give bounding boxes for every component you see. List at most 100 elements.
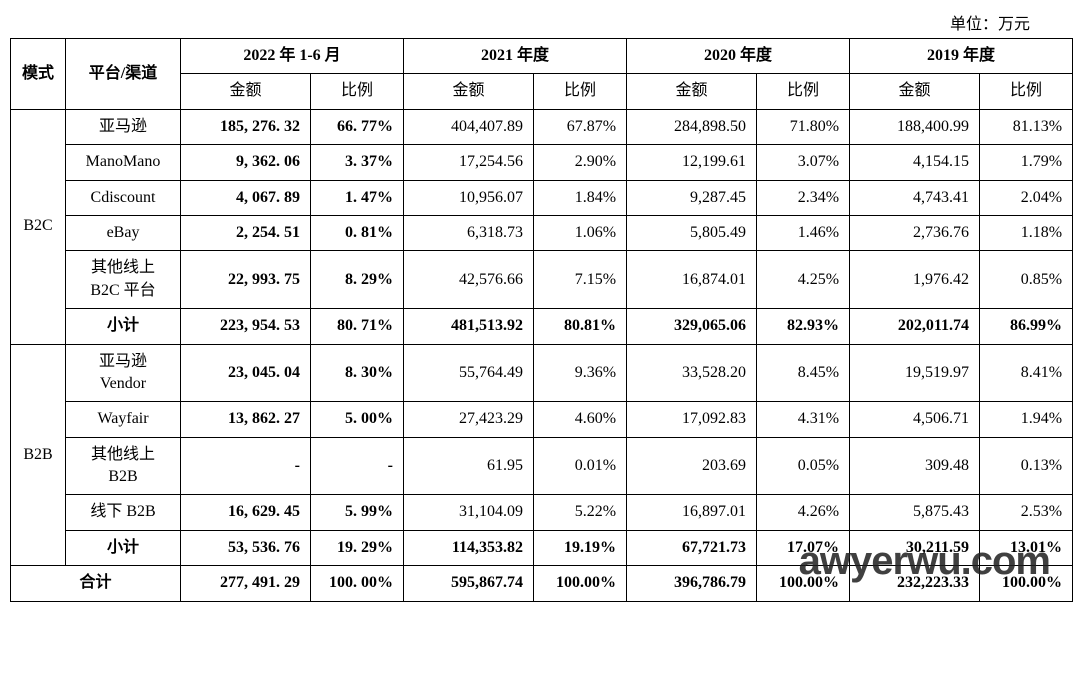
value-cell: 61.95 [404,437,534,495]
value-cell: 0.13% [980,437,1073,495]
value-cell: 66. 77% [311,109,404,144]
value-cell: 1.94% [980,402,1073,437]
value-cell: 53, 536. 76 [181,530,311,565]
value-cell: 202,011.74 [850,309,980,344]
table-row: eBay2, 254. 510. 81%6,318.731.06%5,805.4… [11,215,1073,250]
value-cell: 4, 067. 89 [181,180,311,215]
value-cell: 9,287.45 [627,180,757,215]
value-cell: - [181,437,311,495]
table-row: Wayfair13, 862. 275. 00%27,423.294.60%17… [11,402,1073,437]
value-cell: 2.34% [757,180,850,215]
channel-cell: 亚马逊Vendor [66,344,181,402]
channel-cell: Wayfair [66,402,181,437]
value-cell: 42,576.66 [404,251,534,309]
col-ratio-1: 比例 [534,74,627,109]
value-cell: 1.84% [534,180,627,215]
value-cell: 4.31% [757,402,850,437]
value-cell: 67.87% [534,109,627,144]
table-row: 其他线上B2B--61.950.01%203.690.05%309.480.13… [11,437,1073,495]
value-cell: 80.81% [534,309,627,344]
total-cell: 100.00% [980,566,1073,601]
value-cell: 2,736.76 [850,215,980,250]
channel-cell: 亚马逊 [66,109,181,144]
value-cell: 19.19% [534,530,627,565]
value-cell: 17,092.83 [627,402,757,437]
col-amount-0: 金额 [181,74,311,109]
value-cell: 33,528.20 [627,344,757,402]
mode-cell: B2C [11,109,66,344]
value-cell: 1. 47% [311,180,404,215]
value-cell: 481,513.92 [404,309,534,344]
table-row: ManoMano9, 362. 063. 37%17,254.562.90%12… [11,145,1073,180]
value-cell: 23, 045. 04 [181,344,311,402]
col-period-1: 2021 年度 [404,39,627,74]
value-cell: 1,976.42 [850,251,980,309]
value-cell: 82.93% [757,309,850,344]
value-cell: 8. 29% [311,251,404,309]
value-cell: 223, 954. 53 [181,309,311,344]
value-cell: 4.25% [757,251,850,309]
channel-cell: ManoMano [66,145,181,180]
table-row: 小计53, 536. 7619. 29%114,353.8219.19%67,7… [11,530,1073,565]
value-cell: 16, 629. 45 [181,495,311,530]
value-cell: 8.45% [757,344,850,402]
value-cell: 5,805.49 [627,215,757,250]
value-cell: 3.07% [757,145,850,180]
col-period-0: 2022 年 1-6 月 [181,39,404,74]
table-row: 线下 B2B16, 629. 455. 99%31,104.095.22%16,… [11,495,1073,530]
total-cell: 100.00% [757,566,850,601]
total-row: 合计277, 491. 29100. 00%595,867.74100.00%3… [11,566,1073,601]
value-cell: 2.53% [980,495,1073,530]
value-cell: 0.85% [980,251,1073,309]
total-cell: 396,786.79 [627,566,757,601]
col-channel: 平台/渠道 [66,39,181,110]
total-cell: 232,223.33 [850,566,980,601]
value-cell: 5.22% [534,495,627,530]
col-ratio-0: 比例 [311,74,404,109]
value-cell: 16,874.01 [627,251,757,309]
col-period-3: 2019 年度 [850,39,1073,74]
value-cell: 3. 37% [311,145,404,180]
value-cell: 2.04% [980,180,1073,215]
col-amount-3: 金额 [850,74,980,109]
value-cell: 309.48 [850,437,980,495]
value-cell: 203.69 [627,437,757,495]
value-cell: 0.01% [534,437,627,495]
value-cell: 55,764.49 [404,344,534,402]
table-row: 小计223, 954. 5380. 71%481,513.9280.81%329… [11,309,1073,344]
col-mode: 模式 [11,39,66,110]
value-cell: 0.05% [757,437,850,495]
value-cell: 19. 29% [311,530,404,565]
value-cell: - [311,437,404,495]
col-ratio-3: 比例 [980,74,1073,109]
value-cell: 86.99% [980,309,1073,344]
channel-cell: 小计 [66,530,181,565]
value-cell: 1.79% [980,145,1073,180]
value-cell: 0. 81% [311,215,404,250]
value-cell: 2.90% [534,145,627,180]
value-cell: 329,065.06 [627,309,757,344]
channel-cell: 小计 [66,309,181,344]
value-cell: 8. 30% [311,344,404,402]
total-cell: 100. 00% [311,566,404,601]
value-cell: 8.41% [980,344,1073,402]
value-cell: 13, 862. 27 [181,402,311,437]
unit-label: 单位：万元 [10,10,1080,34]
mode-cell: B2B [11,344,66,566]
value-cell: 16,897.01 [627,495,757,530]
value-cell: 22, 993. 75 [181,251,311,309]
col-amount-1: 金额 [404,74,534,109]
total-cell: 595,867.74 [404,566,534,601]
value-cell: 404,407.89 [404,109,534,144]
value-cell: 5,875.43 [850,495,980,530]
channel-cell: 线下 B2B [66,495,181,530]
value-cell: 1.18% [980,215,1073,250]
value-cell: 4.60% [534,402,627,437]
value-cell: 30,211.59 [850,530,980,565]
channel-cell: Cdiscount [66,180,181,215]
value-cell: 114,353.82 [404,530,534,565]
value-cell: 31,104.09 [404,495,534,530]
value-cell: 284,898.50 [627,109,757,144]
value-cell: 4,506.71 [850,402,980,437]
table-row: B2B亚马逊Vendor23, 045. 048. 30%55,764.499.… [11,344,1073,402]
